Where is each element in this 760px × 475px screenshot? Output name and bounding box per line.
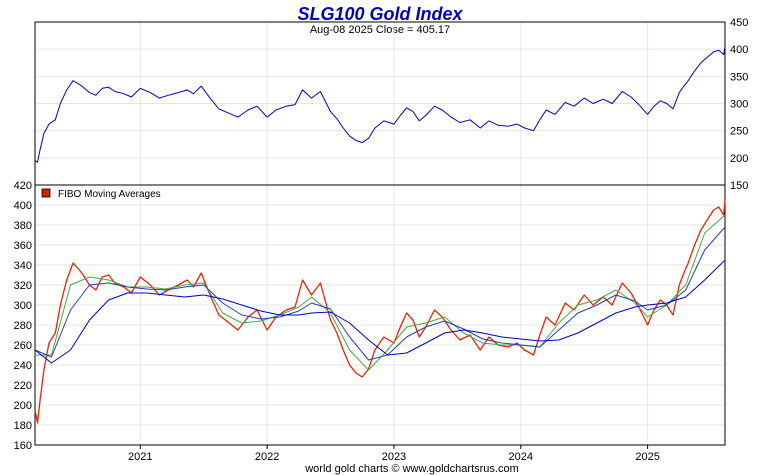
ma-series xyxy=(34,199,726,424)
ma-y-tick-label: 420 xyxy=(14,180,32,192)
ma-y-tick-label: 200 xyxy=(14,400,32,412)
x-tick-label: 2023 xyxy=(382,451,406,463)
price-y-tick-label: 150 xyxy=(730,180,748,192)
price-series-line-0 xyxy=(34,46,726,163)
ma-y-tick-label: 380 xyxy=(14,220,32,232)
price-y-tick-label: 200 xyxy=(730,153,748,165)
x-tick-label: 2025 xyxy=(635,451,659,463)
x-tick-label: 2021 xyxy=(128,451,152,463)
ma-y-tick-label: 280 xyxy=(14,320,32,332)
ma-panel-grid xyxy=(35,185,725,445)
x-tick-label: 2024 xyxy=(509,451,533,463)
legend-label: FIBO Moving Averages xyxy=(58,189,161,200)
ma-y-axis: 160 180 200 220 240 260 280 300 320 340 360 380 400 4… xyxy=(14,180,32,452)
price-panel-grid xyxy=(35,22,725,185)
price-y-tick-label: 300 xyxy=(730,99,748,111)
ma-y-tick-label: 220 xyxy=(14,380,32,392)
legend: FIBO Moving Averages xyxy=(41,188,161,200)
price-y-tick-label: 350 xyxy=(730,71,748,83)
footer-credit: world gold charts © www.goldchartsrus.co… xyxy=(304,463,519,475)
ma-panel: 160 180 200 220 240 260 280 300 320 340 360 380 400 4… xyxy=(14,180,726,463)
ma-y-tick-label: 160 xyxy=(14,440,32,452)
ma-series-line-2 xyxy=(34,226,726,361)
price-y-tick-label: 400 xyxy=(730,44,748,56)
chart-subtitle: Aug-08 2025 Close = 405.17 xyxy=(310,24,450,36)
price-y-tick-label: 450 xyxy=(730,17,748,29)
legend-swatch xyxy=(41,188,51,198)
ma-panel-frame xyxy=(34,184,726,446)
price-y-axis: 150 200 250 300 350 400 450 xyxy=(730,17,748,192)
ma-y-tick-label: 180 xyxy=(14,420,32,432)
chart-title: SLG100 Gold Index xyxy=(297,4,463,24)
ma-y-tick-label: 300 xyxy=(14,300,32,312)
x-axis: 2021 2022 2023 2024 2025 xyxy=(128,445,660,463)
ma-y-tick-label: 360 xyxy=(14,240,32,252)
ma-y-tick-label: 400 xyxy=(14,200,32,212)
ma-y-tick-label: 240 xyxy=(14,360,32,372)
ma-y-tick-label: 320 xyxy=(14,280,32,292)
price-panel: 150 200 250 300 350 400 450 xyxy=(34,17,748,192)
x-tick-label: 2022 xyxy=(255,451,279,463)
ma-series-line-1 xyxy=(35,214,726,371)
ma-series-line-3 xyxy=(34,259,726,364)
price-y-tick-label: 250 xyxy=(730,126,748,138)
price-series xyxy=(34,46,726,163)
ma-y-tick-label: 340 xyxy=(14,260,32,272)
ma-y-tick-label: 260 xyxy=(14,340,32,352)
